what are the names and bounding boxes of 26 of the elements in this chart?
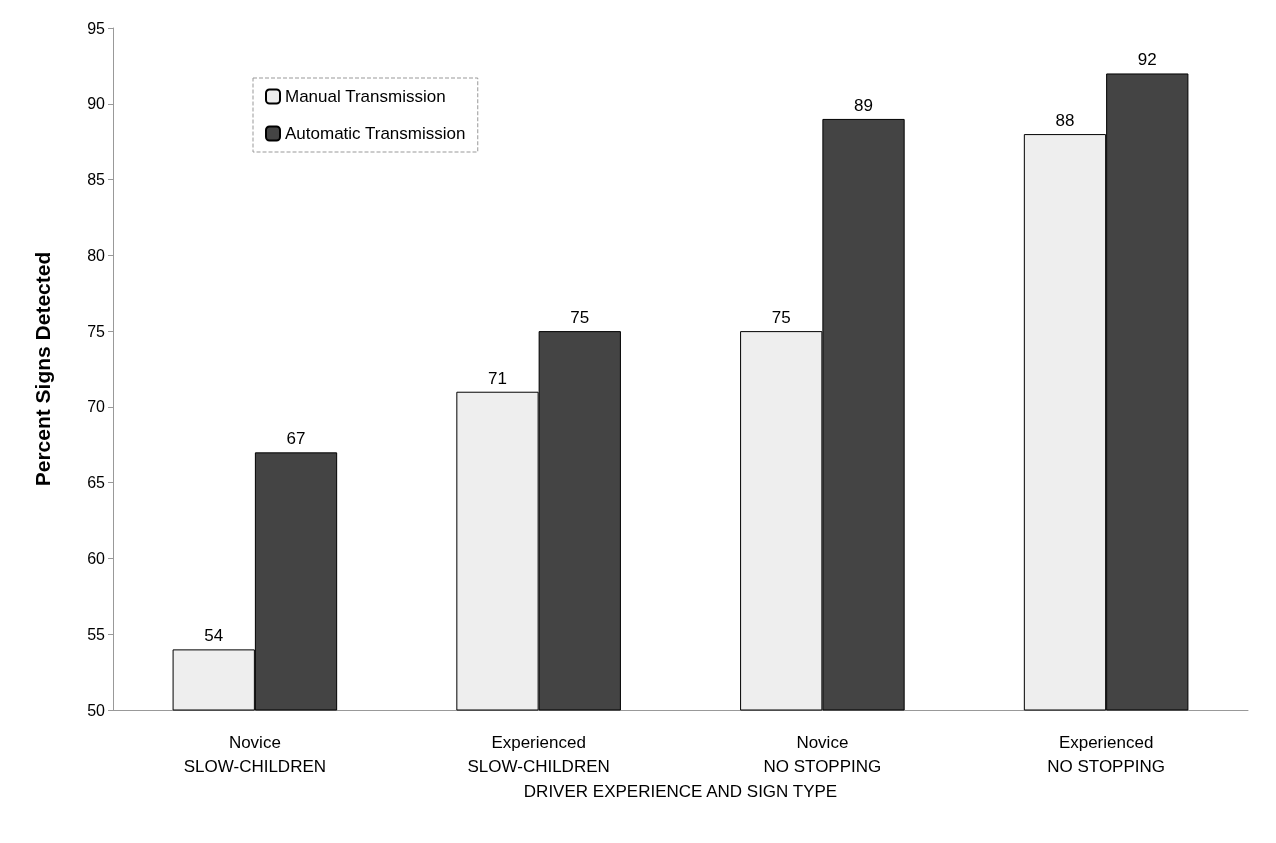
- legend-label: Automatic Transmission: [285, 124, 466, 143]
- x-tick-label: Novice NO STOPPING: [763, 732, 882, 776]
- data-label: 54: [204, 626, 224, 646]
- x-axis-title: DRIVER EXPERIENCE AND SIGN TYPE: [523, 781, 838, 801]
- y-tick-label: 85: [87, 171, 106, 189]
- y-tick-label: 95: [87, 19, 106, 37]
- x-tick-label: Novice SLOW-CHILDREN: [183, 732, 327, 776]
- y-tick-label: 65: [87, 474, 106, 492]
- y-tick-label: 50: [87, 701, 106, 719]
- data-label: 88: [1055, 111, 1075, 131]
- x-tick-label: Experienced NO STOPPING: [1047, 732, 1166, 776]
- data-label: 89: [854, 95, 873, 115]
- y-tick-label: 90: [87, 95, 106, 113]
- data-label: 75: [771, 308, 791, 328]
- y-tick-label: 55: [87, 625, 106, 643]
- data-label: 75: [570, 308, 590, 328]
- y-tick-label: 60: [87, 549, 106, 567]
- data-label: 71: [488, 368, 507, 388]
- x-tick-label: Experienced SLOW-CHILDREN: [467, 732, 610, 776]
- y-tick-label: 75: [87, 322, 106, 340]
- legend-label: Manual Transmission: [285, 87, 446, 106]
- y-tick-label: 70: [87, 398, 106, 416]
- data-label: 92: [1137, 50, 1157, 70]
- data-label: 67: [286, 429, 306, 449]
- y-axis-title: Percent Signs Detected: [31, 251, 54, 487]
- y-tick-label: 80: [87, 246, 106, 264]
